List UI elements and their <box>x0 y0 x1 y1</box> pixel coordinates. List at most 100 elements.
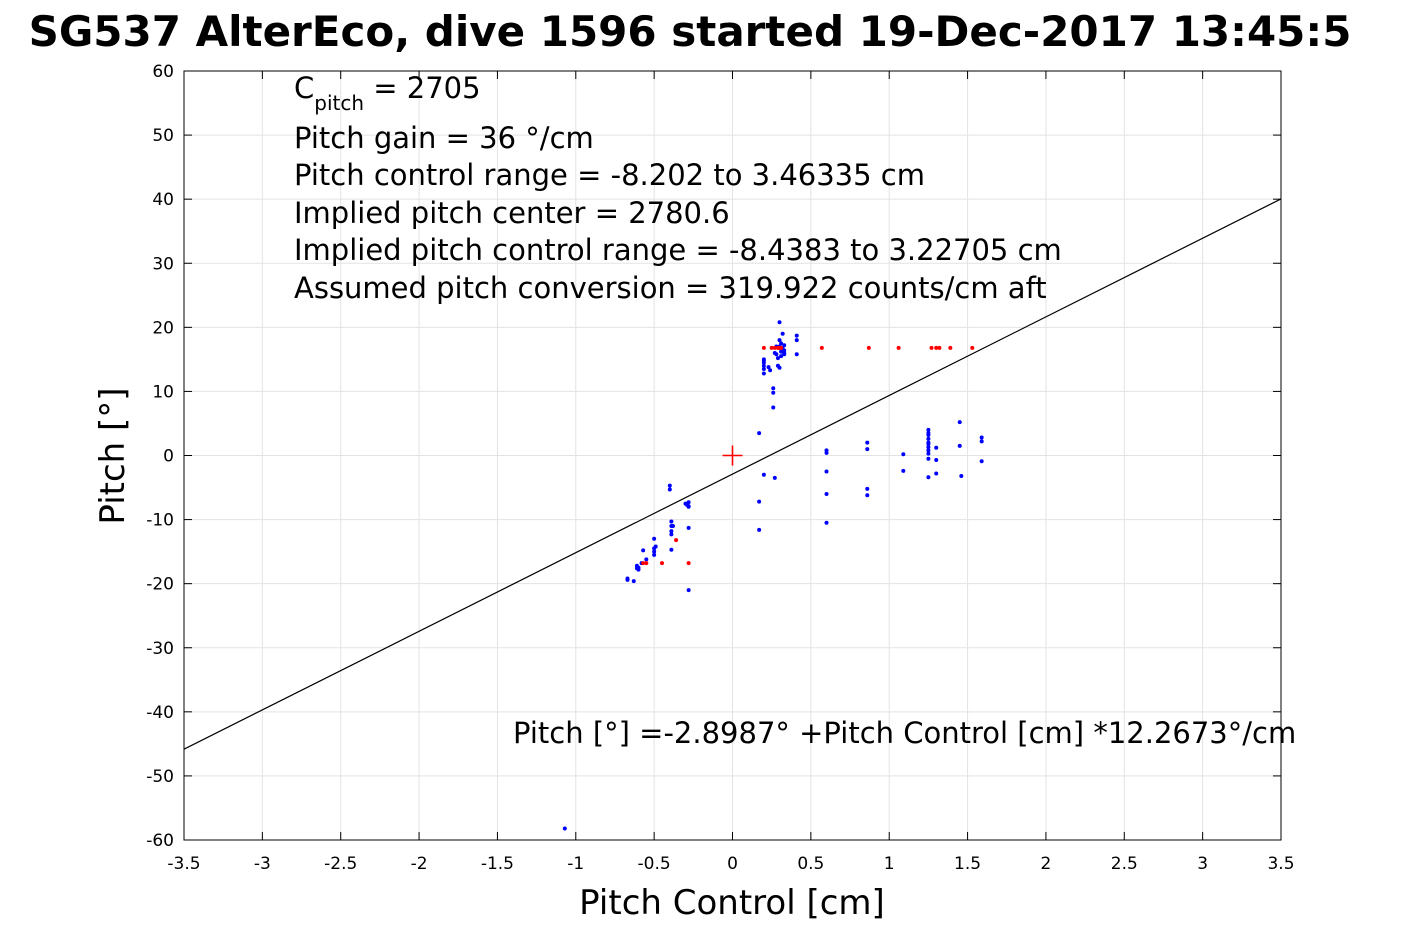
data-point-blue <box>824 469 829 474</box>
data-point-blue <box>757 527 762 532</box>
data-point-blue <box>667 487 672 492</box>
y-tick-label: 0 <box>163 447 174 467</box>
x-axis-label: Pitch Control [cm] <box>579 883 885 923</box>
annotation-pitch-gain: Pitch gain = 36 °/cm <box>294 121 594 155</box>
data-point-blue <box>757 431 762 436</box>
data-point-red <box>970 345 975 350</box>
annotation-implied-pitch-center: Implied pitch center = 2780.6 <box>294 196 730 230</box>
data-point-red <box>929 345 934 350</box>
data-point-blue <box>761 472 766 477</box>
data-point-blue <box>686 500 691 505</box>
data-point-red <box>761 345 766 350</box>
data-point-blue <box>824 491 829 496</box>
y-axis-ticks: -60 -50 -40 -30 -20 -10 0 10 20 30 40 50 60 <box>146 62 1281 851</box>
data-point-blue <box>926 445 931 450</box>
data-point-blue <box>782 352 787 357</box>
annotation-assumed-pitch-conversion: Assumed pitch conversion = 319.922 count… <box>294 271 1047 305</box>
x-tick-label: -3 <box>254 854 271 874</box>
x-tick-label: 2 <box>1041 854 1052 874</box>
data-point-red <box>772 345 777 350</box>
data-point-blue <box>865 493 870 498</box>
y-tick-label: -60 <box>146 831 174 851</box>
fit-equation-label: Pitch [°] =-2.8987° +Pitch Control [cm] … <box>513 716 1296 750</box>
data-point-blue <box>652 552 657 557</box>
data-point-blue <box>780 331 785 336</box>
data-point-blue <box>782 348 787 353</box>
data-point-blue <box>794 333 799 338</box>
data-point-blue <box>667 483 672 488</box>
data-point-blue <box>926 431 931 436</box>
data-point-blue <box>777 320 782 325</box>
x-tick-label: 1.5 <box>954 854 981 874</box>
data-point-blue <box>774 352 779 357</box>
data-point-blue <box>794 338 799 343</box>
data-point-blue <box>625 577 630 582</box>
center-marker <box>722 445 743 466</box>
data-point-blue <box>926 451 931 456</box>
data-point-blue <box>794 352 799 357</box>
annotation-pitch-control-range: Pitch control range = -8.202 to 3.46335 … <box>294 158 925 192</box>
data-point-blue <box>644 557 649 562</box>
x-tick-label: -1 <box>567 854 584 874</box>
x-tick-label: 3 <box>1197 854 1208 874</box>
data-point-blue <box>979 439 984 444</box>
y-tick-label: -10 <box>146 511 174 531</box>
data-point-blue <box>631 579 636 584</box>
data-point-blue <box>669 532 674 537</box>
data-point-red <box>948 345 953 350</box>
data-point-blue <box>757 499 762 504</box>
data-point-blue <box>686 504 691 509</box>
y-tick-label: -30 <box>146 639 174 659</box>
data-point-red <box>674 538 679 543</box>
data-point-blue <box>562 826 567 831</box>
y-tick-label: 20 <box>152 318 174 338</box>
data-point-blue <box>926 436 931 441</box>
data-point-blue <box>926 427 931 432</box>
y-tick-label: -20 <box>146 575 174 595</box>
y-tick-label: -40 <box>146 703 174 723</box>
x-tick-label: 2.5 <box>1111 854 1138 874</box>
y-tick-label: 10 <box>152 382 174 402</box>
x-tick-label: -0.5 <box>638 854 671 874</box>
annotation-c-pitch: Cpitch = 2705 <box>294 71 481 115</box>
data-point-blue <box>782 343 787 348</box>
fit-line <box>184 198 1281 750</box>
data-point-blue <box>761 363 766 368</box>
data-point-blue <box>979 435 984 440</box>
data-point-blue <box>761 357 766 362</box>
x-tick-label: 0.5 <box>797 854 824 874</box>
data-point-blue <box>901 452 906 457</box>
data-point-blue <box>926 441 931 446</box>
data-point-blue <box>669 519 674 524</box>
data-point-red <box>937 345 942 350</box>
data-point-blue <box>775 356 780 361</box>
data-point-blue <box>652 536 657 541</box>
annotation-c-pitch-main: C <box>294 71 314 105</box>
data-point-red <box>686 561 691 566</box>
x-tick-label: 3.5 <box>1267 854 1294 874</box>
y-tick-label: -50 <box>146 767 174 787</box>
data-point-blue <box>779 354 784 359</box>
data-point-blue <box>653 544 658 549</box>
annotation-implied-pitch-control-range: Implied pitch control range = -8.4383 to… <box>294 233 1062 267</box>
x-tick-label: -1.5 <box>481 854 514 874</box>
y-tick-label: 60 <box>152 62 174 82</box>
x-tick-label: -2 <box>411 854 428 874</box>
data-point-blue <box>934 471 939 476</box>
data-point-blue <box>865 486 870 491</box>
data-point-blue <box>901 468 906 473</box>
data-point-blue <box>641 548 646 553</box>
data-point-blue <box>959 474 964 479</box>
data-point-blue <box>652 549 657 554</box>
data-point-blue <box>979 459 984 464</box>
data-point-red <box>934 345 939 350</box>
x-axis-ticks: -3.5 -3 -2.5 -2 -1.5 -1 -0.5 0 0.5 1 1.5 2 2.5 3 3.5 <box>167 71 1295 874</box>
data-point-blue <box>777 365 782 370</box>
data-point-blue <box>934 445 939 450</box>
data-point-blue <box>771 405 776 410</box>
x-tick-label: 0 <box>727 854 738 874</box>
data-point-red <box>866 345 871 350</box>
y-axis-label: Pitch [°] <box>93 387 133 524</box>
data-point-red <box>769 345 774 350</box>
